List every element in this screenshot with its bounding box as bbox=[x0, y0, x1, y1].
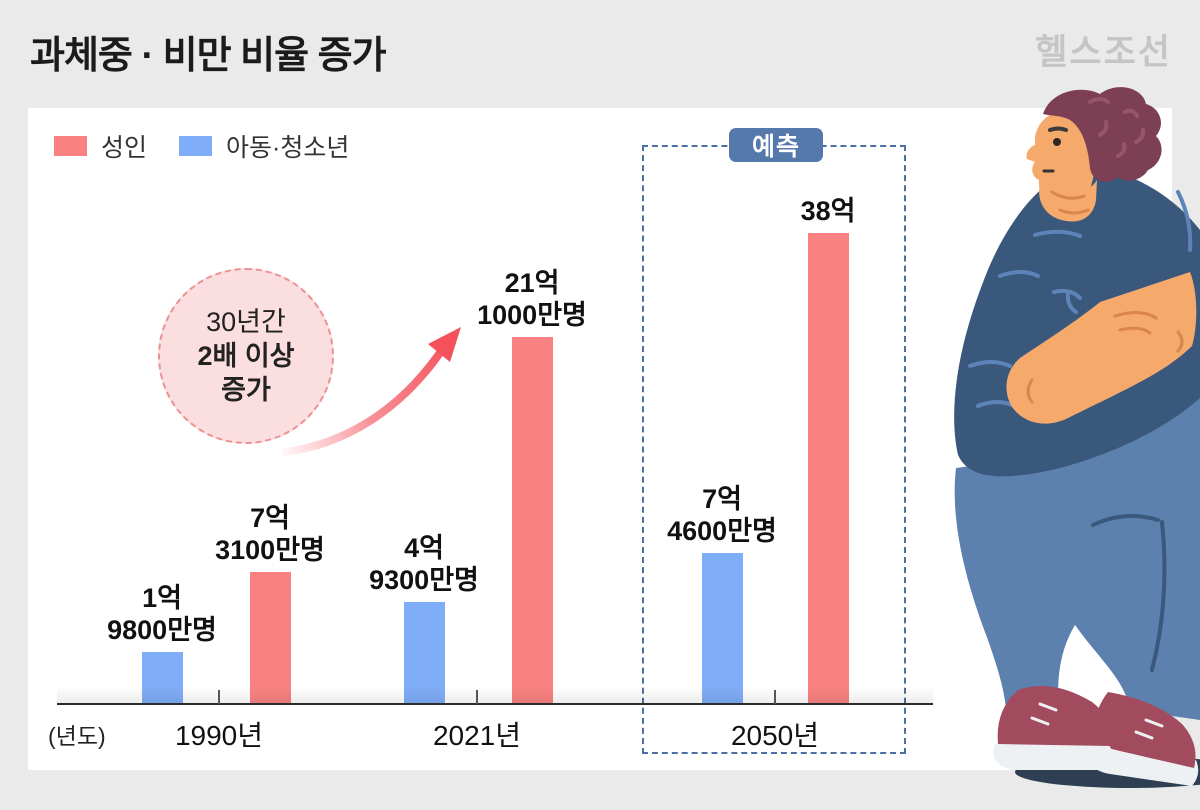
prediction-dashed-box bbox=[642, 145, 906, 754]
page-title: 과체중 · 비만 비율 증가 bbox=[30, 35, 387, 77]
annotation-circle: 30년간 2배 이상 증가 bbox=[158, 268, 334, 444]
bar-adult-2021 bbox=[512, 337, 553, 704]
bar-child-2021 bbox=[404, 602, 445, 704]
year-label-1990: 1990년 bbox=[174, 720, 264, 751]
arm bbox=[1006, 272, 1197, 424]
prediction-badge: 예측 bbox=[729, 128, 823, 162]
annotation-line-1: 30년간 bbox=[206, 307, 286, 337]
legend-item-adult: 성인 bbox=[54, 128, 147, 164]
publisher-logo: 헬스조선 bbox=[1035, 33, 1172, 72]
legend-label-adult: 성인 bbox=[101, 134, 148, 162]
bar-label-child-2050: 7억 4600만명 bbox=[667, 484, 777, 546]
x-axis bbox=[57, 703, 933, 705]
front-shoe bbox=[997, 686, 1112, 746]
bar-label-child-1990: 1억 9800만명 bbox=[107, 583, 217, 645]
annotation-line-3: 증가 bbox=[221, 375, 271, 405]
year-label-2050: 2050년 bbox=[730, 720, 820, 751]
annotation-line-2: 2배 이상 bbox=[197, 341, 295, 371]
obese-person-illustration bbox=[954, 87, 1200, 788]
bar-adult-1990 bbox=[250, 572, 291, 704]
legend-label-child: 아동·청소년 bbox=[226, 134, 350, 162]
growth-arrow bbox=[281, 327, 461, 456]
front-shoe-sole bbox=[993, 744, 1113, 770]
adult-color-swatch bbox=[54, 136, 87, 156]
bar-label-adult-2050: 38억 bbox=[800, 196, 856, 226]
axis-shadow bbox=[57, 686, 933, 703]
eye bbox=[1053, 138, 1061, 146]
bar-adult-2050 bbox=[808, 233, 849, 704]
child-color-swatch bbox=[179, 136, 213, 156]
bar-label-child-2021: 4억 9300만명 bbox=[369, 533, 479, 595]
eyebrow bbox=[1048, 126, 1068, 132]
bar-label-adult-1990: 7억 3100만명 bbox=[215, 503, 325, 565]
axis-tick-2021 bbox=[476, 690, 478, 704]
jeans bbox=[954, 390, 1200, 740]
axis-unit-label: (년도) bbox=[48, 723, 106, 749]
year-label-2021: 2021년 bbox=[432, 720, 522, 751]
bar-child-1990 bbox=[142, 652, 183, 704]
back-shoe bbox=[1094, 692, 1196, 768]
legend: 성인 아동·청소년 bbox=[54, 128, 349, 164]
bar-label-adult-2021: 21억 1000만명 bbox=[477, 268, 587, 330]
legend-item-child: 아동·청소년 bbox=[179, 128, 349, 164]
axis-tick-2050 bbox=[774, 690, 776, 704]
bar-child-2050 bbox=[702, 553, 743, 704]
axis-tick-1990 bbox=[218, 690, 220, 704]
face bbox=[1026, 110, 1098, 209]
